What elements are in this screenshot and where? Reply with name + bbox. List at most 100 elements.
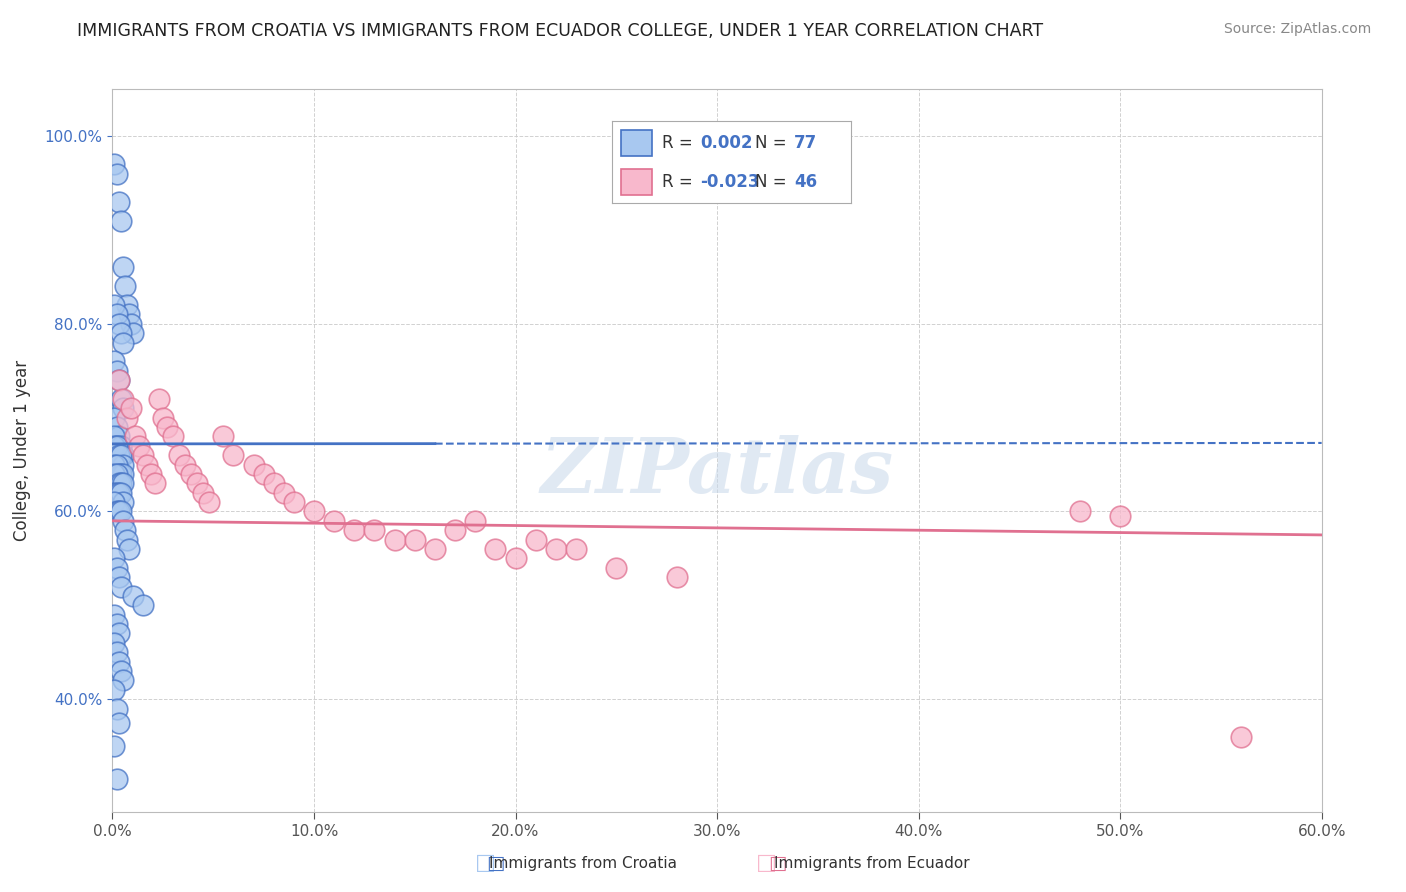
Point: [105, 167, 128, 181]
Point: [110, 439, 132, 453]
Point: [103, 410, 125, 425]
Point: [105, 307, 128, 321]
Point: [107, 373, 129, 387]
Point: [167, 448, 190, 462]
Point: [110, 664, 132, 678]
Text: 77: 77: [794, 134, 817, 152]
Point: [111, 458, 134, 472]
Point: [105, 439, 128, 453]
Point: [111, 448, 134, 462]
Point: [107, 626, 129, 640]
Point: [1069, 504, 1091, 518]
Point: [152, 410, 174, 425]
Point: [111, 260, 134, 275]
Point: [103, 636, 125, 650]
Point: [110, 448, 132, 462]
Point: [132, 599, 155, 613]
Point: [263, 476, 285, 491]
Point: [605, 560, 627, 574]
Point: [111, 476, 134, 491]
Point: [111, 514, 134, 528]
Text: Source: ZipAtlas.com: Source: ZipAtlas.com: [1223, 22, 1371, 37]
Point: [110, 439, 132, 453]
Point: [180, 467, 202, 481]
Text: R =: R =: [662, 134, 697, 152]
Text: N =: N =: [755, 173, 793, 191]
Point: [107, 570, 129, 584]
Point: [174, 458, 197, 472]
Point: [1109, 509, 1132, 524]
Point: [363, 523, 385, 537]
Point: [103, 157, 125, 171]
Point: [156, 420, 179, 434]
Point: [103, 458, 125, 472]
Point: [110, 467, 132, 481]
Point: [107, 429, 129, 443]
Point: [107, 485, 129, 500]
Point: [111, 448, 134, 462]
Point: [103, 467, 125, 481]
Point: [484, 541, 506, 556]
FancyBboxPatch shape: [621, 130, 652, 156]
Point: [148, 392, 170, 406]
Point: [111, 392, 134, 406]
Point: [110, 476, 132, 491]
Point: [111, 673, 134, 688]
Point: [114, 279, 136, 293]
Text: ZIPatlas: ZIPatlas: [540, 435, 894, 509]
Point: [110, 392, 132, 406]
Point: [135, 458, 157, 472]
Point: [283, 495, 305, 509]
Text: 0.002: 0.002: [700, 134, 752, 152]
Point: [404, 533, 426, 547]
Point: [105, 458, 128, 472]
Point: [103, 495, 125, 509]
Point: [121, 589, 143, 603]
Point: [117, 541, 139, 556]
Point: [107, 504, 129, 518]
Point: [323, 514, 346, 528]
Point: [110, 504, 132, 518]
Point: [111, 495, 134, 509]
Point: [103, 354, 125, 368]
Point: [103, 551, 125, 566]
Point: [444, 523, 467, 537]
Point: [105, 420, 128, 434]
Point: [143, 476, 166, 491]
Text: Immigrants from Ecuador: Immigrants from Ecuador: [773, 856, 970, 871]
Point: [105, 772, 128, 786]
Point: [111, 401, 134, 416]
Point: [120, 401, 142, 416]
Point: [212, 429, 235, 443]
Point: [110, 326, 132, 341]
Point: [115, 298, 138, 312]
Text: □: □: [475, 854, 495, 873]
Point: [524, 533, 547, 547]
Point: [115, 533, 138, 547]
Point: [132, 448, 155, 462]
Point: [103, 439, 125, 453]
Point: [107, 476, 129, 491]
Point: [103, 485, 125, 500]
Point: [110, 485, 132, 500]
Text: N =: N =: [755, 134, 793, 152]
Point: [253, 467, 276, 481]
Point: [105, 560, 128, 574]
Y-axis label: College, Under 1 year: College, Under 1 year: [13, 359, 31, 541]
Point: [665, 570, 688, 584]
Point: [107, 194, 129, 209]
Point: [114, 523, 136, 537]
Point: [384, 533, 406, 547]
Point: [423, 541, 446, 556]
Point: [273, 485, 295, 500]
Point: [107, 373, 129, 387]
Point: [105, 364, 128, 378]
Text: 46: 46: [794, 173, 817, 191]
Text: R =: R =: [662, 173, 697, 191]
Text: -0.023: -0.023: [700, 173, 759, 191]
Point: [505, 551, 527, 566]
Point: [186, 476, 208, 491]
Point: [107, 448, 129, 462]
Point: [105, 645, 128, 659]
Point: [124, 429, 146, 443]
